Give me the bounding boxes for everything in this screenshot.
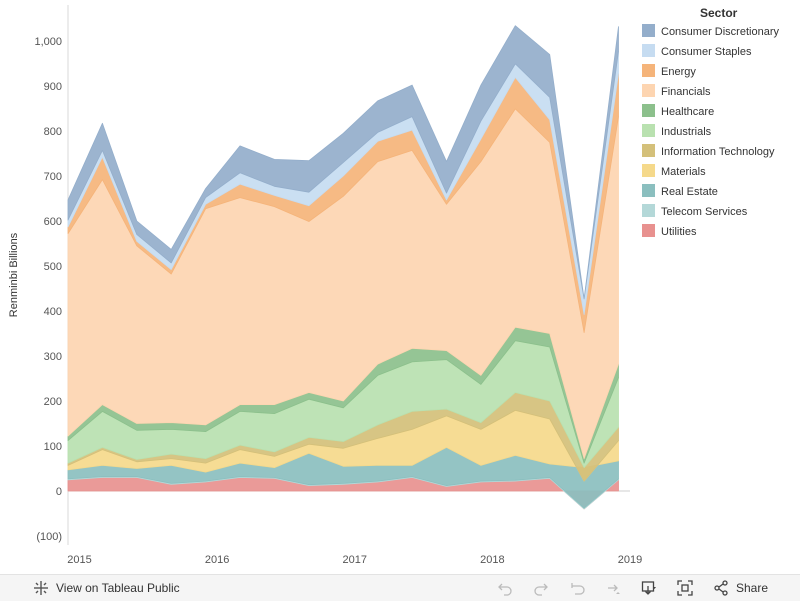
- legend-item-utilities[interactable]: Utilities: [642, 224, 697, 238]
- share-label: Share: [735, 581, 768, 595]
- legend-item-telecom-services[interactable]: Telecom Services: [642, 204, 748, 218]
- y-tick-label: (100): [36, 531, 62, 543]
- y-tick-label: 700: [44, 171, 62, 183]
- legend-swatch: [642, 104, 655, 117]
- view-on-tableau-label: View on Tableau Public: [56, 581, 180, 595]
- revert-icon[interactable]: [568, 579, 586, 597]
- x-tick-label: 2017: [342, 554, 366, 566]
- legend-swatch: [642, 164, 655, 177]
- legend-label: Consumer Staples: [661, 46, 752, 58]
- legend-swatch: [642, 144, 655, 157]
- legend-item-healthcare[interactable]: Healthcare: [642, 104, 714, 118]
- area-chart: (100) 0 100 200 300 400 500 600 700 800 900 1,000 2…: [8, 5, 779, 566]
- x-tick-label: 2019: [618, 554, 642, 566]
- x-tick-label: 2015: [67, 554, 91, 566]
- share-icon: [712, 579, 730, 597]
- legend: Sector Consumer Discretionary Consumer Sta…: [642, 6, 779, 238]
- legend-item-financials[interactable]: Financials: [642, 84, 711, 98]
- legend-swatch: [642, 204, 655, 217]
- legend-label: Financials: [661, 86, 711, 98]
- legend-item-consumer-discretionary[interactable]: Consumer Discretionary: [642, 24, 779, 38]
- legend-swatch: [642, 224, 655, 237]
- area-series-group: [67, 25, 619, 510]
- legend-swatch: [642, 44, 655, 57]
- legend-label: Utilities: [661, 226, 697, 238]
- y-tick-label: 200: [44, 396, 62, 408]
- legend-label: Healthcare: [661, 106, 714, 118]
- y-tick-label: 600: [44, 216, 62, 228]
- legend-label: Telecom Services: [661, 206, 748, 218]
- y-tick-label: 300: [44, 351, 62, 363]
- tableau-toolbar: View on Tableau Public Share: [0, 574, 800, 601]
- redo-icon[interactable]: [532, 579, 550, 597]
- y-tick-label: 900: [44, 81, 62, 93]
- legend-label: Consumer Discretionary: [661, 26, 779, 38]
- legend-swatch: [642, 84, 655, 97]
- y-axis: (100) 0 100 200 300 400 500 600 700 800 900 1,000: [34, 36, 62, 543]
- legend-label: Real Estate: [661, 186, 718, 198]
- download-icon[interactable]: [640, 579, 658, 597]
- undo-icon[interactable]: [496, 579, 514, 597]
- x-axis: 2015 2016 2017 2018 2019: [67, 554, 642, 566]
- legend-item-information-technology[interactable]: Information Technology: [642, 144, 775, 158]
- legend-item-energy[interactable]: Energy: [642, 64, 696, 78]
- tableau-logo-icon: [32, 579, 50, 597]
- view-on-tableau-link[interactable]: View on Tableau Public: [32, 579, 180, 597]
- y-tick-label: 100: [44, 441, 62, 453]
- area-consumer-discretionary[interactable]: [67, 25, 619, 300]
- legend-label: Materials: [661, 166, 706, 178]
- x-tick-label: 2016: [205, 554, 229, 566]
- y-axis-label: Renminbi Billions: [8, 232, 20, 317]
- legend-swatch: [642, 184, 655, 197]
- y-tick-label: 1,000: [34, 36, 62, 48]
- legend-swatch: [642, 64, 655, 77]
- legend-label: Energy: [661, 66, 696, 78]
- y-tick-label: 500: [44, 261, 62, 273]
- legend-title: Sector: [700, 6, 738, 20]
- legend-swatch: [642, 124, 655, 137]
- legend-swatch: [642, 24, 655, 37]
- legend-item-consumer-staples[interactable]: Consumer Staples: [642, 44, 752, 58]
- legend-item-real-estate[interactable]: Real Estate: [642, 184, 718, 198]
- refresh-icon[interactable]: [604, 579, 622, 597]
- y-tick-label: 400: [44, 306, 62, 318]
- share-button[interactable]: Share: [712, 579, 768, 597]
- y-tick-label: 0: [56, 486, 62, 498]
- x-tick-label: 2018: [480, 554, 504, 566]
- fullscreen-icon[interactable]: [676, 579, 694, 597]
- legend-label: Industrials: [661, 126, 712, 138]
- legend-label: Information Technology: [661, 146, 775, 158]
- legend-item-materials[interactable]: Materials: [642, 164, 706, 178]
- y-tick-label: 800: [44, 126, 62, 138]
- legend-item-industrials[interactable]: Industrials: [642, 124, 712, 138]
